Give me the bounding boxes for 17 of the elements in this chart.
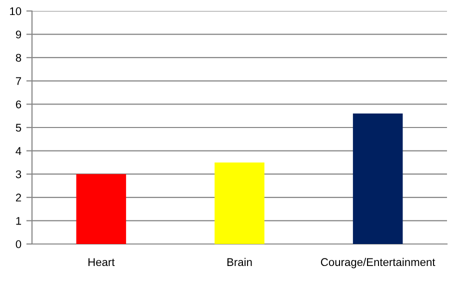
x-tick-label: Brain xyxy=(227,258,252,266)
y-tick-label: 3 xyxy=(16,170,22,178)
y-tick-label: 9 xyxy=(16,30,22,38)
y-tick-label: 2 xyxy=(16,194,22,202)
y-tick-label: 8 xyxy=(16,54,22,62)
y-tick-label: 5 xyxy=(16,124,22,132)
x-tick-label: Courage/Entertainment xyxy=(320,258,436,268)
x-tick-label: Heart xyxy=(88,258,115,266)
y-tick-label: 6 xyxy=(16,100,22,108)
y-tick-label: 10 xyxy=(10,7,22,16)
bar xyxy=(214,162,264,244)
bar xyxy=(352,114,403,244)
y-tick-label: 7 xyxy=(16,77,22,85)
y-tick-label: 4 xyxy=(16,147,22,155)
bar xyxy=(76,174,126,244)
y-tick-label: 1 xyxy=(16,217,22,225)
y-tick-label: 0 xyxy=(16,240,22,248)
